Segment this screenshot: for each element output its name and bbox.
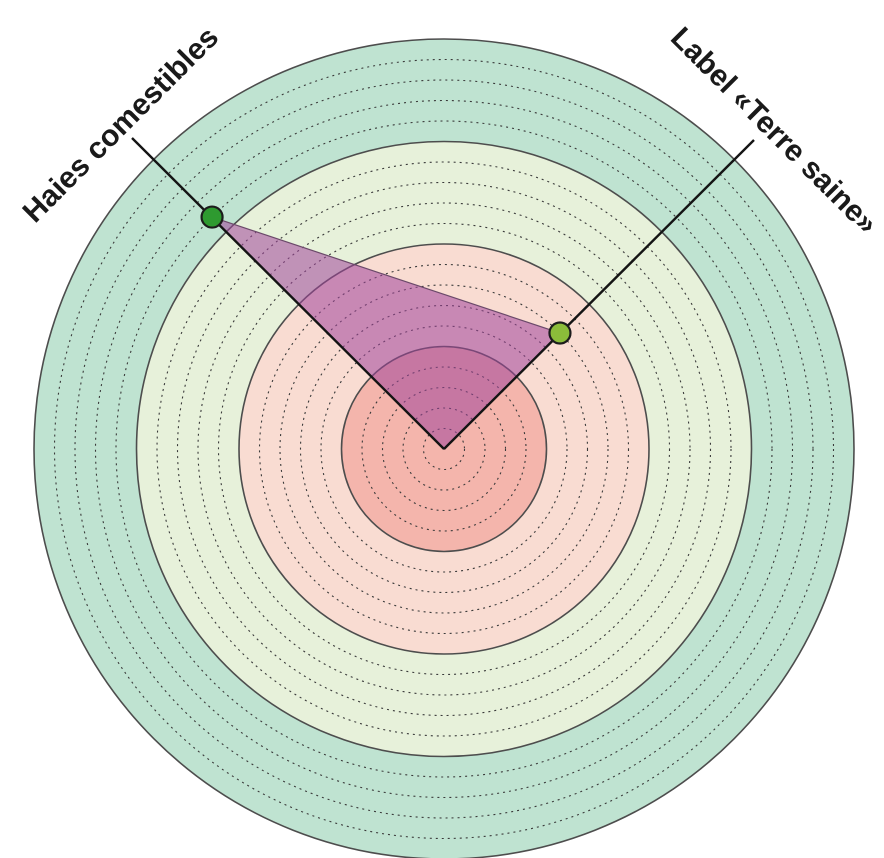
minor-gridline-13	[176, 181, 712, 717]
minor-gridline-7	[299, 304, 589, 594]
minor-gridlines	[53, 58, 835, 840]
minor-gridline-8	[279, 284, 609, 614]
major-gridline-10	[238, 243, 650, 655]
data-points	[200, 205, 572, 345]
minor-gridline-9	[258, 263, 630, 635]
axis-lines	[131, 137, 755, 450]
minor-gridline-14	[156, 161, 732, 737]
minor-gridline-12	[197, 202, 691, 696]
axis-line-1	[443, 139, 755, 450]
data-point-2	[200, 205, 224, 229]
minor-gridline-19	[53, 58, 835, 840]
minor-gridline-18	[74, 79, 814, 819]
minor-gridline-17	[94, 99, 794, 799]
axis-line-2	[131, 137, 445, 450]
minor-gridline-16	[115, 120, 773, 778]
major-gridlines	[33, 38, 855, 858]
minor-gridline-6	[320, 325, 568, 573]
major-gridline-15	[135, 140, 753, 758]
data-point-1	[548, 321, 572, 345]
minor-gridline-11	[217, 222, 671, 676]
minor-gridline-1	[422, 427, 466, 471]
major-gridline-20	[33, 38, 855, 858]
